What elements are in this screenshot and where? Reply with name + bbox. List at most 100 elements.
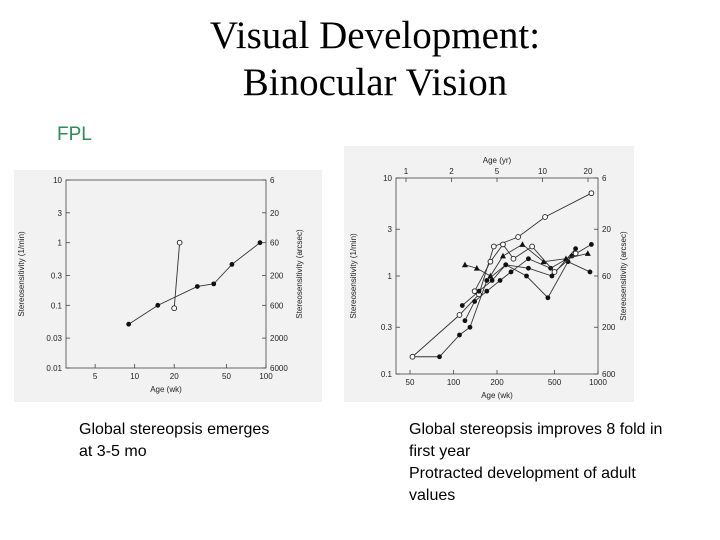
y-tick-label: 0.1 [381, 370, 393, 379]
data-point [461, 261, 468, 268]
data-point [126, 321, 132, 327]
data-point [155, 302, 161, 308]
caption-right-line-2: Protracted development of adult values [409, 465, 636, 504]
data-point [484, 278, 490, 283]
x-tick-label: 50 [222, 372, 231, 381]
data-point [545, 295, 551, 301]
data-point [572, 250, 579, 257]
data-point [457, 332, 462, 338]
data-point [587, 269, 593, 275]
caption-right: Global stereopsis improves 8 fold in fir… [409, 419, 669, 507]
data-point [500, 241, 506, 248]
series-line-2 [173, 242, 181, 309]
slide-title: Visual Development: Binocular Vision [120, 12, 630, 106]
y-right-axis-label: Stereosensitivity (arcsec) [295, 229, 304, 319]
data-point [489, 278, 495, 283]
y-tick-label: 0.3 [381, 323, 393, 332]
y-right-tick-label: 200 [270, 271, 284, 280]
data-point [409, 353, 416, 360]
y-tick-label: 0.01 [46, 364, 62, 373]
data-point [473, 265, 480, 271]
data-point [194, 284, 200, 289]
x-top-tick-label: 2 [449, 167, 454, 176]
data-point [497, 278, 503, 283]
data-point [562, 255, 569, 262]
y-tick-label: 10 [383, 174, 392, 183]
y-right-tick-label: 6 [270, 176, 275, 185]
y-tick-label: 0.1 [51, 301, 63, 310]
y-right-tick-label: 60 [602, 272, 611, 281]
y-tick-label: 1 [58, 239, 63, 248]
infant-stereopsis-chart: 5 10 20 50 100 Age (wk) 10 3 1 0.3 0.1 0.03 0.01 Ster… [17, 176, 304, 394]
y-right-tick-label: 20 [270, 209, 279, 218]
y-right-tick-label: 6 [602, 174, 607, 183]
y-right-tick-label: 20 [602, 225, 611, 234]
data-point [211, 281, 217, 287]
y-right-tick-label: 200 [602, 323, 616, 332]
caption-left: Global stereopsis emerges at 3-5 mo [79, 421, 270, 460]
data-point [529, 243, 535, 250]
data-point [456, 312, 463, 318]
series-line-4 [461, 261, 591, 306]
data-point [584, 250, 591, 256]
y-right-tick-label: 6000 [270, 364, 288, 373]
data-point [459, 303, 465, 308]
data-point [490, 243, 497, 250]
data-point [503, 262, 509, 268]
x-axis-label: Age (wk) [150, 385, 182, 394]
caption-right-line-1: Global stereopsis improves 8 fold in fir… [409, 421, 663, 460]
y-axis-label: Stereosensitivity (1/min) [17, 231, 26, 317]
x-top-tick-label: 20 [584, 167, 593, 176]
data-point [549, 273, 555, 279]
x-top-tick-label: 5 [495, 167, 500, 176]
data-point [487, 258, 494, 265]
data-point [519, 241, 526, 247]
data-point [499, 252, 506, 259]
data-point [484, 288, 490, 294]
data-point [467, 324, 473, 330]
series-line-1 [412, 248, 576, 358]
x-top-tick-label: 10 [538, 167, 547, 176]
data-point [526, 256, 531, 262]
data-point [540, 258, 547, 265]
data-point [588, 242, 594, 247]
x-tick-label: 100 [447, 378, 461, 387]
x-top-axis-label: Age (yr) [483, 156, 512, 165]
y-tick-label: 1 [388, 272, 393, 281]
data-point [573, 246, 579, 252]
x-tick-label: 1000 [589, 378, 607, 387]
infant-stereopsis-figure: 5 10 20 50 100 Age (wk) 10 3 1 0.3 0.1 0.03 0.01 Ster… [14, 170, 322, 402]
data-point [487, 272, 494, 279]
y-axis-label: Stereosensitivity (1/min) [349, 233, 358, 319]
y-right-tick-label: 600 [602, 370, 616, 379]
y-right-tick-label: 2000 [270, 334, 288, 343]
data-point [551, 269, 558, 275]
child-stereopsis-figure: 50 100 200 500 1000 Age (wk) 10 3 1 0.3 0.1 Stereos… [344, 146, 634, 402]
x-tick-label: 50 [406, 378, 415, 387]
y-right-tick-label: 60 [270, 239, 279, 248]
data-point [588, 190, 595, 197]
y-tick-label: 3 [388, 225, 393, 234]
data-point [476, 288, 482, 294]
x-axis-label: Age (wk) [481, 391, 513, 400]
x-tick-label: 100 [259, 372, 273, 381]
section-label: FPL [57, 124, 92, 145]
y-tick-label: 3 [58, 209, 63, 218]
data-point [462, 318, 468, 324]
plot-frame [65, 179, 267, 369]
y-right-axis-label: Stereosensitivity (arcsec) [619, 231, 628, 321]
data-point [471, 288, 478, 295]
data-point [526, 265, 531, 271]
y-tick-label: 10 [53, 176, 62, 185]
y-right-tick-label: 600 [270, 301, 284, 310]
data-point [176, 239, 183, 246]
data-point [542, 214, 548, 220]
x-tick-label: 10 [130, 372, 139, 381]
data-point [510, 255, 517, 262]
x-tick-label: 500 [548, 378, 562, 387]
x-tick-label: 20 [170, 372, 179, 381]
child-stereopsis-chart: 50 100 200 500 1000 Age (wk) 10 3 1 0.3 0.1 Stereos… [349, 156, 628, 400]
data-point [472, 299, 478, 304]
x-tick-label: 5 [93, 372, 98, 381]
title-line-2: Binocular Vision [242, 61, 508, 104]
